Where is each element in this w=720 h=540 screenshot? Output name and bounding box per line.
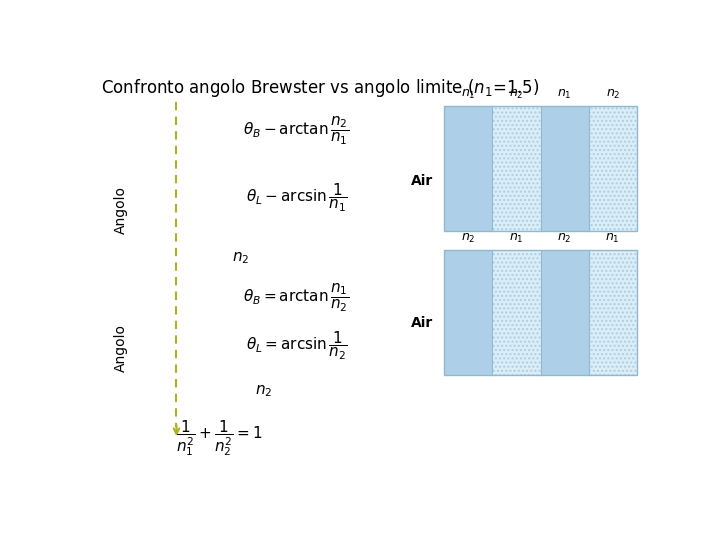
Text: Angolo: Angolo (114, 186, 127, 234)
Text: $\theta_L = \arcsin \dfrac{1}{n_2}$: $\theta_L = \arcsin \dfrac{1}{n_2}$ (246, 329, 347, 362)
Bar (444, 106, 636, 231)
Text: Confronto angolo Brewster vs angolo limite ($n_1$=1.5): Confronto angolo Brewster vs angolo limi… (101, 77, 540, 99)
Bar (541, 250, 589, 375)
Bar (444, 106, 492, 231)
Text: $\dfrac{1}{n_1^2} + \dfrac{1}{n_2^2} = 1$: $\dfrac{1}{n_1^2} + \dfrac{1}{n_2^2} = 1… (176, 418, 264, 458)
Text: $\boldsymbol{n_2}$: $\boldsymbol{n_2}$ (233, 251, 250, 266)
Text: $\boldsymbol{n_2}$: $\boldsymbol{n_2}$ (255, 383, 272, 399)
Text: $n_2$: $n_2$ (461, 232, 476, 245)
Bar (589, 106, 637, 231)
Bar (492, 250, 541, 375)
Bar (589, 250, 637, 375)
Text: $n_1$: $n_1$ (606, 232, 620, 245)
Text: $\theta_B = \arctan \dfrac{n_1}{n_2}$: $\theta_B = \arctan \dfrac{n_1}{n_2}$ (243, 281, 349, 314)
Bar (444, 250, 492, 375)
Text: $n_2$: $n_2$ (557, 232, 572, 245)
Text: Air: Air (411, 174, 433, 188)
Text: $n_1$: $n_1$ (509, 232, 524, 245)
Text: $n_2$: $n_2$ (509, 89, 523, 102)
Bar (589, 250, 637, 375)
Bar (541, 106, 589, 231)
Text: $n_2$: $n_2$ (606, 89, 620, 102)
Bar (492, 250, 541, 375)
Text: Air: Air (411, 315, 433, 329)
Text: $n_1$: $n_1$ (461, 89, 476, 102)
Text: $n_1$: $n_1$ (557, 89, 572, 102)
Text: $\theta_B - \arctan \dfrac{n_2}{n_1}$: $\theta_B - \arctan \dfrac{n_2}{n_1}$ (243, 115, 349, 147)
Text: Angolo: Angolo (114, 323, 127, 372)
Bar (589, 106, 637, 231)
Text: $\theta_L - \arcsin \dfrac{1}{n_1}$: $\theta_L - \arcsin \dfrac{1}{n_1}$ (246, 181, 347, 214)
Bar (492, 106, 541, 231)
Bar (444, 250, 636, 375)
Bar (492, 106, 541, 231)
